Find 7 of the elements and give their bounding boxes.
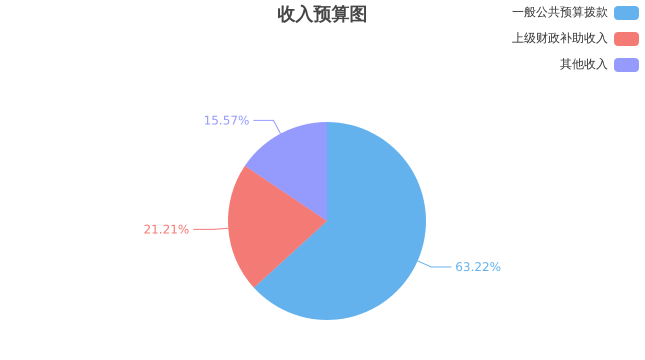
legend-label: 上级财政补助收入	[512, 30, 608, 47]
chart-title: 收入预算图	[278, 4, 368, 25]
data-label: 15.57%	[204, 113, 250, 128]
legend-label: 一般公共预算拨款	[512, 4, 608, 21]
legend-label: 其他收入	[560, 56, 608, 73]
data-label: 63.22%	[455, 260, 502, 274]
data-label: 21.21%	[144, 222, 190, 236]
